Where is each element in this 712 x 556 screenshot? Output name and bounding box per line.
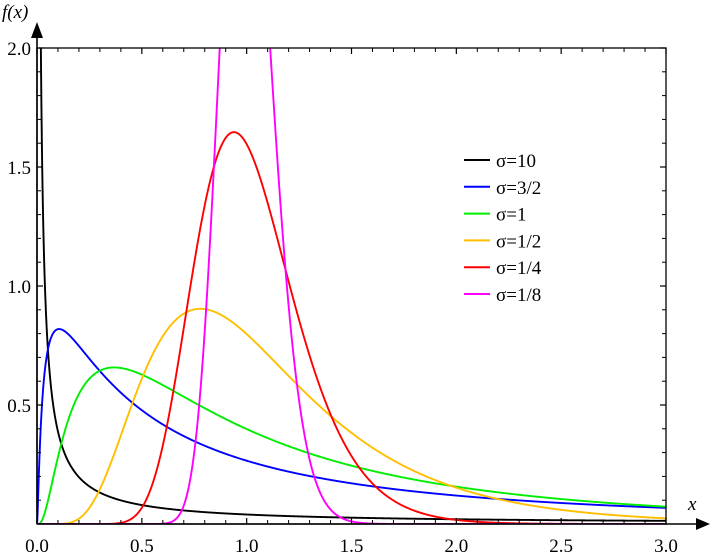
x-tick-label: 2.0 xyxy=(444,536,468,556)
plot-frame xyxy=(36,47,667,525)
x-tick-label: 0.0 xyxy=(25,536,49,556)
ticks-group: 0.0 0.5 1.0 1.5 2.0 2.5 3.0 0.5 1.0 1.5 2.0 xyxy=(7,39,678,556)
curves-group xyxy=(37,48,666,524)
x-tick-label: 1.5 xyxy=(340,536,364,556)
x-tick-label: 2.5 xyxy=(549,536,573,556)
x-axis-label: x xyxy=(687,494,697,515)
legend-label-2: σ=3/2 xyxy=(496,178,541,199)
legend-label-3: σ=1 xyxy=(496,205,526,226)
x-tick-label: 0.5 xyxy=(130,536,154,556)
x-tick-label: 1.0 xyxy=(235,536,259,556)
legend-label-1: σ=10 xyxy=(496,151,536,172)
series-line-6 xyxy=(37,48,666,524)
series-line-2 xyxy=(37,328,666,524)
axes-group: x f(x) xyxy=(2,2,710,530)
series-line-1 xyxy=(39,48,666,522)
series-line-4 xyxy=(37,307,666,524)
y-axis-arrow-icon xyxy=(31,22,43,38)
legend: σ=10 σ=3/2 σ=1 σ=1/2 σ=1/4 σ=1/8 xyxy=(464,151,542,306)
y-tick-label: 1.5 xyxy=(7,158,31,179)
y-tick-label: 1.0 xyxy=(7,277,31,298)
series-line-3 xyxy=(37,366,666,524)
legend-label-4: σ=1/2 xyxy=(496,231,541,252)
x-tick-label: 3.0 xyxy=(654,536,678,556)
y-tick-label: 2.0 xyxy=(7,39,31,60)
legend-label-5: σ=1/4 xyxy=(496,258,542,279)
legend-label-6: σ=1/8 xyxy=(496,285,541,306)
x-axis-arrow-icon xyxy=(696,518,710,530)
y-axis-label: f(x) xyxy=(2,2,28,23)
y-tick-label: 0.5 xyxy=(7,396,31,417)
